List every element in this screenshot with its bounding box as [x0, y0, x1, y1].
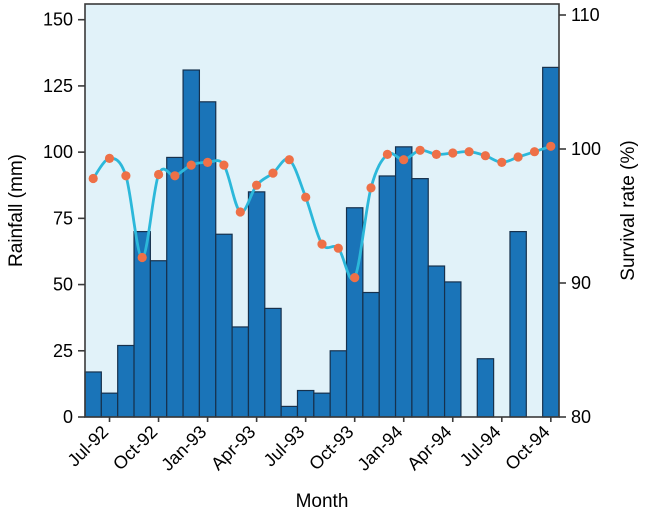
rainfall-bar: [280, 405, 299, 418]
x-axis-tick-label: Jan-94: [353, 422, 406, 475]
survival-rate-marker: [399, 155, 409, 165]
x-axis-title: Month: [296, 491, 349, 512]
y-axis-left-tick-label: 0: [63, 407, 73, 427]
survival-rate-marker: [219, 160, 229, 170]
rainfall-bar: [329, 350, 348, 418]
x-axis-tick-label: Jul-92: [64, 422, 113, 471]
survival-rate-marker: [268, 168, 278, 178]
x-axis-tick-label: Apr-93: [207, 422, 259, 474]
rainfall-bar: [476, 358, 495, 418]
survival-rate-marker: [301, 192, 311, 202]
survival-rate-marker: [480, 151, 490, 161]
y-axis-left-tick-label: 50: [53, 275, 73, 295]
survival-rate-marker: [88, 173, 98, 184]
survival-rate-marker: [203, 157, 213, 167]
survival-rate-marker: [317, 239, 327, 249]
x-axis-tick-label: Oct-92: [109, 422, 161, 474]
rainfall-bar: [198, 101, 217, 418]
survival-rate-marker: [235, 207, 245, 217]
survival-rate-marker: [170, 171, 180, 181]
y-axis-right-tick-label: 90: [571, 273, 591, 293]
rainfall-bar: [117, 344, 135, 418]
y-axis-left-tick-label: 125: [43, 76, 73, 96]
rainfall-bar: [509, 230, 527, 418]
rainfall-bar: [231, 326, 250, 418]
survival-rate-marker: [121, 171, 131, 181]
rainfall-bar: [542, 66, 560, 418]
survival-rate-marker: [333, 243, 343, 253]
rainfall-bar: [100, 392, 119, 418]
rainfall-bar: [394, 146, 413, 418]
rainfall-bar: [264, 307, 282, 418]
survival-rate-marker: [350, 273, 360, 283]
survival-rate-marker: [104, 153, 115, 163]
survival-rate-marker: [382, 149, 392, 159]
x-axis-tick-label: Oct-94: [501, 422, 553, 474]
survival-rate-marker: [252, 180, 262, 190]
rainfall-bar: [182, 69, 201, 418]
x-axis-tick-label: Jan-93: [157, 422, 210, 475]
rainfall-bar: [378, 175, 397, 418]
rainfall-bar: [215, 233, 233, 418]
survival-rate-marker: [415, 145, 425, 155]
survival-rate-marker: [529, 147, 540, 157]
y-axis-left-tick-label: 100: [43, 142, 73, 162]
survival-rate-marker: [448, 148, 458, 158]
y-axis-left-tick-label: 25: [53, 341, 73, 361]
rainfall-bar: [313, 392, 331, 418]
survival-rate-marker: [431, 149, 441, 159]
survival-rate-marker: [154, 169, 164, 180]
rainfall-bar: [411, 178, 429, 418]
rainfall-bar: [84, 371, 102, 418]
survival-rate-marker: [284, 155, 294, 165]
survival-rate-marker: [546, 141, 556, 151]
rainfall-bar: [345, 207, 364, 418]
survival-rate-marker: [464, 147, 474, 157]
rainfall-bar: [427, 265, 446, 418]
survival-rate-marker: [186, 160, 196, 170]
y-axis-right-title: Survival rate (%): [618, 140, 639, 280]
rainfall-bar: [362, 291, 380, 418]
survival-rate-marker: [497, 157, 507, 167]
survival-rate-marker: [366, 183, 376, 193]
x-axis-tick-label: Jul-93: [260, 422, 309, 471]
y-axis-right-tick-label: 110: [571, 5, 600, 25]
y-axis-left-tick-label: 75: [53, 208, 73, 228]
rainfall-bar: [443, 281, 462, 418]
y-axis-left-title: Rainfall (mm): [6, 154, 27, 267]
x-axis-tick-label: Oct-93: [305, 422, 357, 474]
y-axis-right-tick-label: 100: [571, 139, 601, 159]
survival-rate-marker: [513, 152, 523, 162]
plot-border: [84, 3, 560, 418]
rainfall-bar: [149, 260, 168, 418]
x-axis-tick-label: Apr-94: [403, 422, 455, 474]
y-axis-right-tick-label: 80: [571, 407, 591, 427]
rainfall-bar: [247, 191, 266, 418]
y-axis-left-tick-label: 150: [43, 10, 73, 30]
rainfall-bar: [166, 156, 184, 418]
x-axis-tick-label: Jul-94: [456, 422, 505, 471]
survival-rate-marker: [137, 252, 147, 263]
rainfall-bar: [296, 389, 315, 418]
